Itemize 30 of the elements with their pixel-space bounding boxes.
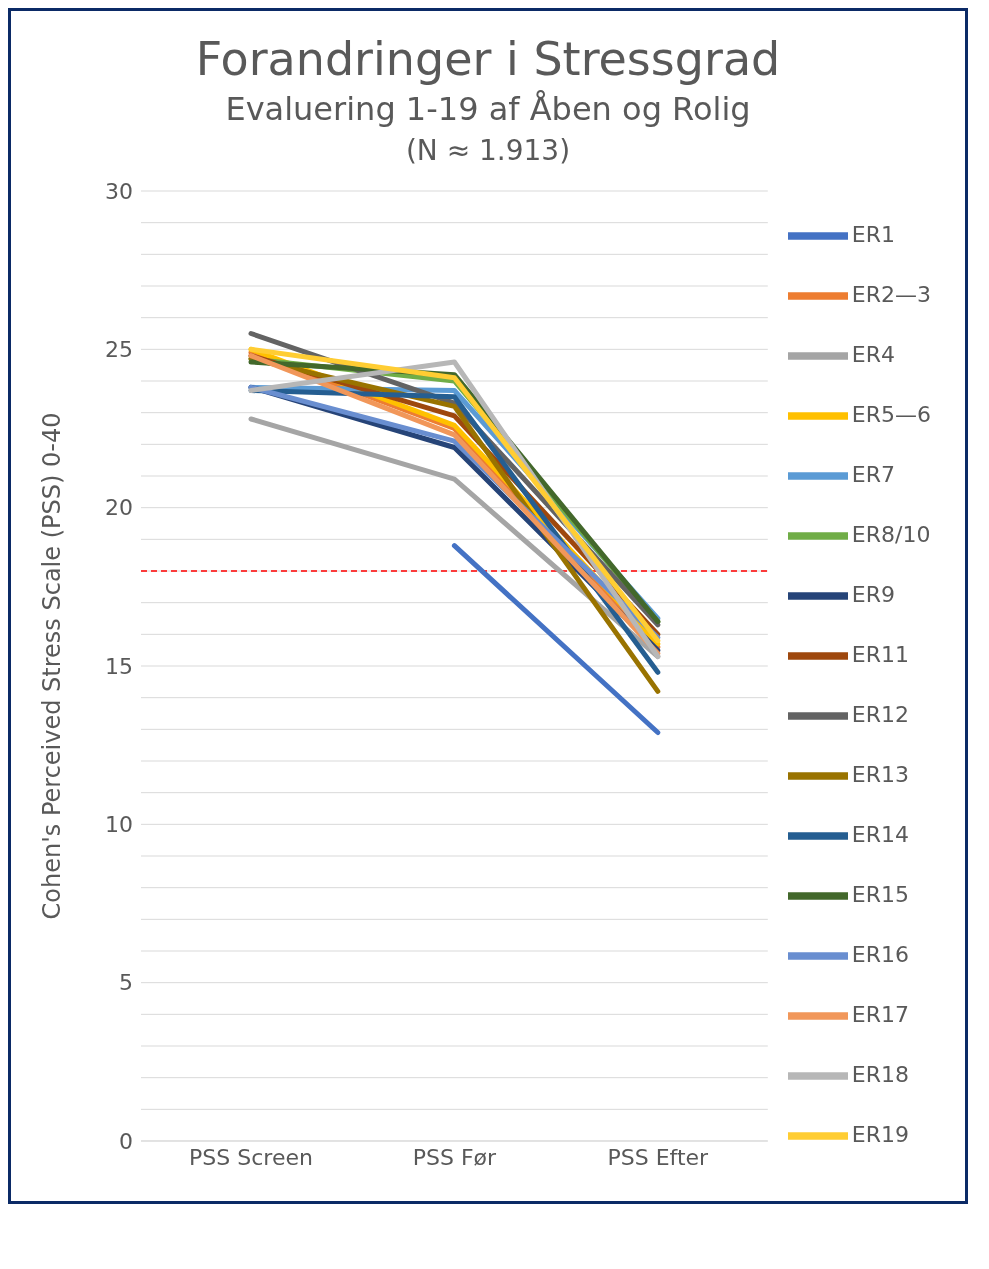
legend-label: ER17 [851, 1002, 909, 1027]
legend-label: ER15 [851, 882, 909, 907]
legend-label: ER19 [851, 1122, 909, 1147]
legend-label: ER2—3 [851, 282, 931, 307]
x-tick-label: PSS Efter [607, 1144, 710, 1170]
legend-label: ER14 [851, 822, 909, 847]
y-tick-label: 5 [119, 970, 133, 996]
y-axis-title: Cohen's Perceived Stress Scale (PSS) 0-40 [37, 412, 66, 920]
legend-label: ER11 [851, 642, 909, 667]
legend-label: ER18 [851, 1062, 909, 1087]
legend-label: ER16 [851, 942, 909, 967]
legend-label: ER7 [851, 462, 895, 487]
legend-label: ER9 [851, 582, 895, 607]
y-tick-label: 0 [119, 1128, 133, 1154]
y-tick-label: 20 [105, 495, 133, 521]
legend-label: ER12 [851, 702, 909, 727]
y-tick-label: 15 [105, 653, 133, 679]
legend-label: ER13 [851, 762, 909, 787]
chart-subtitle: Evaluering 1-19 af Åben og Rolig [224, 89, 752, 130]
chart-title: Forandringer i Stressgrad [194, 31, 782, 87]
y-tick-label: 30 [105, 178, 133, 204]
y-tick-label: 10 [105, 812, 133, 838]
x-tick-label: PSS Før [412, 1144, 498, 1170]
legend-label: ER8/10 [851, 522, 931, 547]
legend-label: ER4 [851, 342, 895, 367]
y-tick-label: 25 [105, 337, 133, 363]
legend-label: ER5—6 [851, 402, 931, 427]
text: (N ≈ 1.913) [404, 133, 572, 169]
legend-label: ER1 [851, 222, 895, 247]
x-tick-label: PSS Screen [189, 1144, 313, 1170]
